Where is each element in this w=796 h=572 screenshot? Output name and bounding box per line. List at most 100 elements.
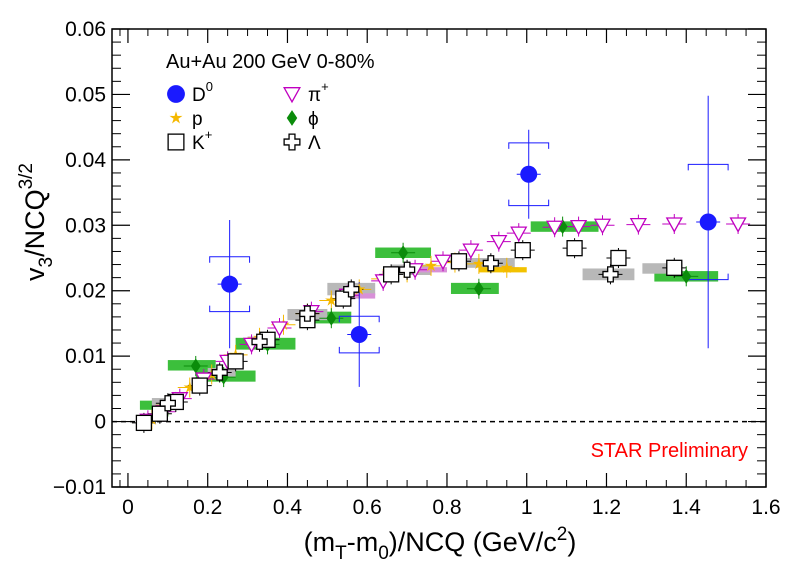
y-tick-label: 0.06 bbox=[65, 18, 106, 41]
axis-ticks: 0 0.2 0.4 0.6 0.8 1 1.2 1.4 1.6 −0.01 0 0.01 0.02 0.0… bbox=[53, 18, 781, 519]
y-tick-label: 0.05 bbox=[65, 83, 106, 106]
x-tick-label: 0.4 bbox=[273, 496, 303, 519]
circle-point-3 bbox=[699, 213, 717, 231]
legend-marker-open-cross bbox=[283, 133, 301, 151]
y-tick-label: 0.01 bbox=[65, 345, 106, 368]
y-axis-title: v3/NCQ3/2 bbox=[16, 163, 57, 281]
open-square-point-13 bbox=[666, 259, 683, 276]
x-tick-label: 1 bbox=[521, 496, 533, 519]
open-cross-point-1 bbox=[211, 364, 228, 381]
data-markers bbox=[135, 165, 747, 432]
circle-point-0 bbox=[221, 275, 239, 293]
open-square-point-4 bbox=[227, 353, 244, 370]
legend-label-open-square: K+ bbox=[192, 127, 212, 154]
star-point-8 bbox=[325, 294, 338, 306]
y-tick-label: 0.03 bbox=[65, 214, 106, 237]
legend-label-main: Λ bbox=[308, 133, 321, 154]
legend-label-main: ϕ bbox=[308, 109, 319, 130]
open-square-point-12 bbox=[610, 249, 627, 267]
open-cross-point-7 bbox=[602, 266, 619, 283]
open-square-point-10 bbox=[514, 241, 531, 259]
open-cross-point-5 bbox=[398, 261, 416, 278]
star-point-2 bbox=[183, 381, 196, 393]
legend-label-main: D bbox=[192, 85, 206, 106]
open-triangle-down-point-14 bbox=[510, 226, 528, 242]
y-title-mid: /NCQ bbox=[20, 189, 50, 257]
legend-label-main: π bbox=[308, 85, 321, 106]
plot-frame bbox=[111, 28, 767, 488]
circle-point-1 bbox=[350, 326, 368, 344]
x-title-main: (m bbox=[304, 527, 335, 557]
open-triangle-down-point-19 bbox=[665, 217, 683, 233]
legend-label-open-triangle-down: π+ bbox=[308, 79, 329, 106]
circle-syst-cap-bottom bbox=[209, 305, 251, 313]
x-title-mid: -m bbox=[347, 527, 378, 557]
open-triangle-down-point-11 bbox=[434, 254, 452, 271]
open-triangle-down-point-6 bbox=[270, 321, 289, 337]
diamond-point-4 bbox=[326, 310, 337, 326]
legend-label-open-cross: Λ bbox=[308, 133, 321, 154]
x-title-sub-0: 0 bbox=[378, 543, 389, 564]
x-tick-label: 0.2 bbox=[193, 496, 222, 519]
legend-label-circle: D0 bbox=[192, 79, 213, 106]
x-tick-label: 0.8 bbox=[432, 496, 461, 519]
y-tick-label: −0.01 bbox=[53, 476, 106, 499]
x-tick-label: 1.2 bbox=[592, 496, 621, 519]
x-axis-title: (mT-m0)/NCQ (GeV/c2) bbox=[304, 524, 577, 564]
open-square-point-3 bbox=[191, 377, 208, 394]
legend-marker-diamond bbox=[286, 110, 298, 126]
star-point-12 bbox=[424, 259, 438, 272]
open-triangle-down-point-13 bbox=[490, 234, 508, 251]
y-title-main: v bbox=[20, 267, 50, 281]
open-cross-point-2 bbox=[251, 333, 268, 350]
x-title-tail: )/NCQ (GeV/c bbox=[389, 527, 557, 557]
systematic-bands bbox=[139, 221, 719, 410]
syst-band-2-0 bbox=[478, 267, 527, 273]
circle-syst-cap-bottom bbox=[338, 346, 380, 354]
circle-syst-cap-top bbox=[508, 142, 550, 149]
collision-system-label: Au+Au 200 GeV 0-80% bbox=[166, 51, 375, 73]
open-triangle-down-point-20 bbox=[729, 217, 747, 233]
legend-label-main: p bbox=[192, 109, 203, 130]
open-triangle-down-point-17 bbox=[593, 218, 612, 235]
open-square-point-11 bbox=[566, 240, 583, 257]
open-square-point-0 bbox=[135, 414, 153, 432]
legend-label-sup: 0 bbox=[206, 79, 213, 94]
star-point-15 bbox=[500, 261, 513, 274]
diamond-point-5 bbox=[398, 245, 409, 261]
circle-point-2 bbox=[520, 165, 538, 183]
y-tick-label: 0 bbox=[94, 411, 106, 434]
x-tick-label: 1.6 bbox=[751, 496, 780, 519]
legend-label-sup: + bbox=[205, 127, 213, 142]
legend-label-main: K bbox=[192, 133, 205, 154]
open-cross-point-6 bbox=[482, 255, 499, 272]
y-title-sup: 3/2 bbox=[16, 163, 37, 189]
diamond-point-8 bbox=[681, 268, 692, 284]
star-preliminary-label: STAR Preliminary bbox=[591, 440, 748, 462]
legend-label-diamond: ϕ bbox=[308, 109, 319, 130]
syst-band-3-0 bbox=[347, 293, 376, 299]
x-title-sub-t: T bbox=[335, 543, 347, 564]
open-cross-point-0 bbox=[159, 395, 176, 412]
legend-marker-open-triangle-down bbox=[283, 87, 301, 104]
y-tick-label: 0.02 bbox=[65, 280, 106, 303]
diamond-point-6 bbox=[473, 281, 484, 297]
x-tick-label: 1.4 bbox=[672, 496, 702, 519]
open-triangle-down-point-12 bbox=[462, 243, 480, 259]
open-triangle-down-point-16 bbox=[569, 219, 588, 236]
circle-syst-cap-top bbox=[687, 163, 729, 171]
open-cross-point-4 bbox=[343, 281, 360, 298]
legend-marker-circle bbox=[167, 85, 185, 103]
y-tick-label: 0.04 bbox=[65, 149, 106, 172]
open-triangle-down-point-15 bbox=[546, 220, 564, 237]
legend-marker-star bbox=[169, 111, 183, 124]
circle-syst-cap-top bbox=[338, 315, 380, 323]
x-title-end: ) bbox=[567, 527, 576, 557]
open-triangle-down-point-18 bbox=[629, 217, 647, 234]
x-title-sup: 2 bbox=[557, 524, 568, 545]
circle-syst-cap-bottom bbox=[508, 199, 550, 207]
star-point-14 bbox=[472, 257, 486, 270]
syst-band-1-8 bbox=[642, 263, 683, 274]
